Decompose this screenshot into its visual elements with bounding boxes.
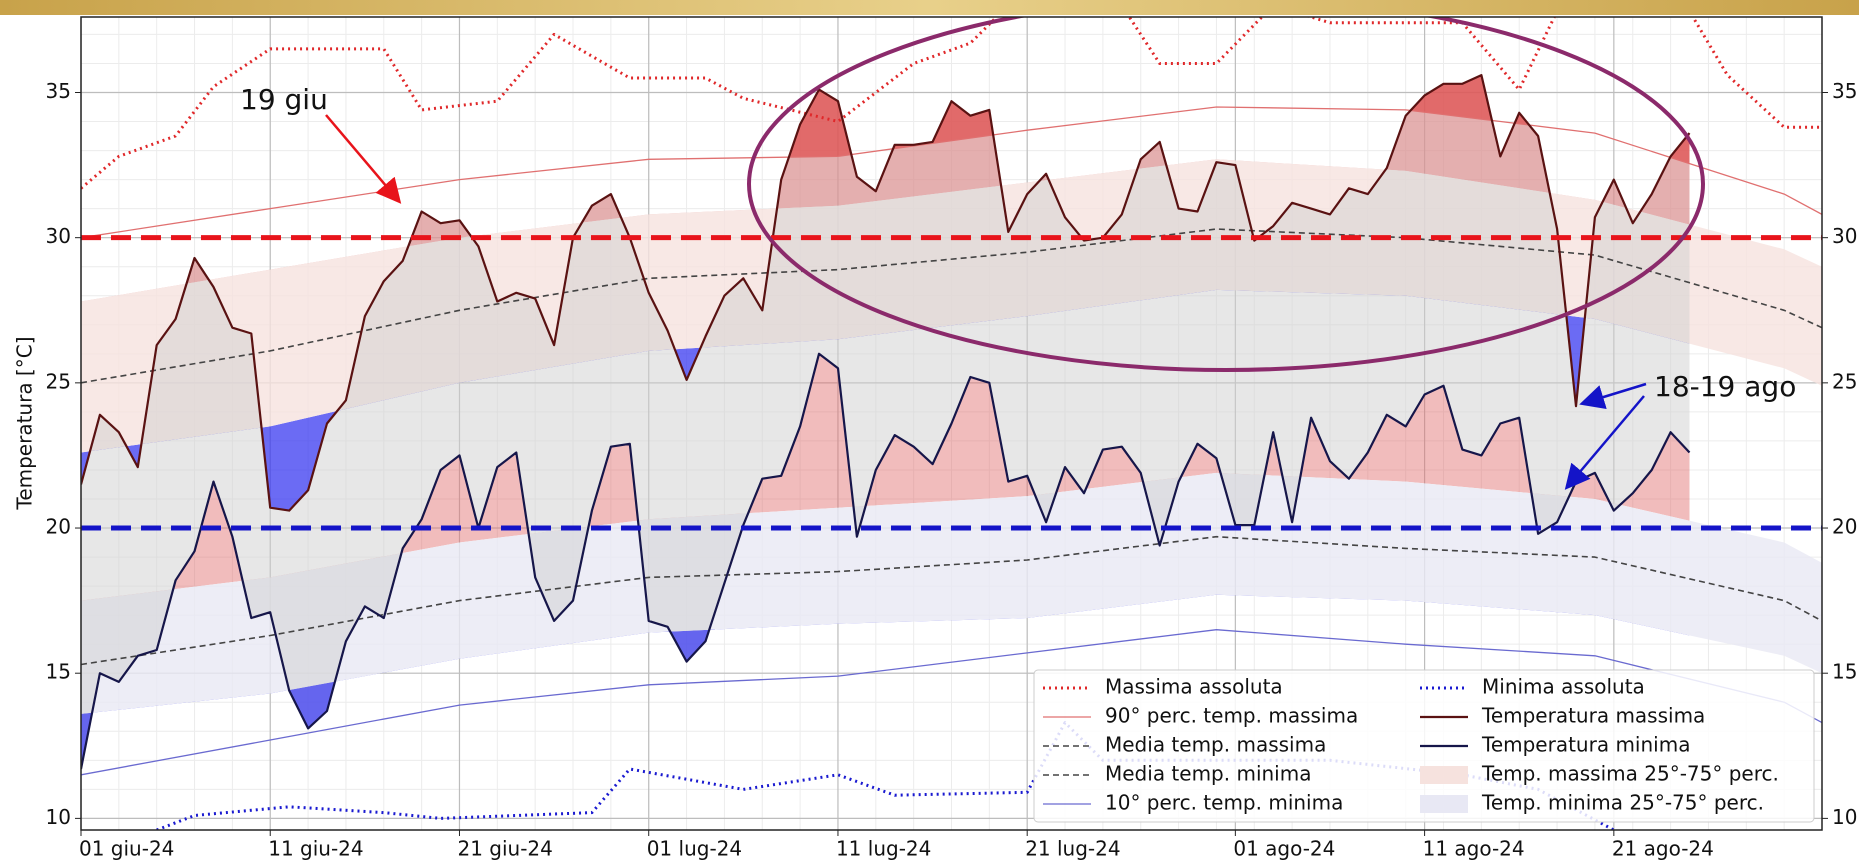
x-tick-label: 01 ago-24 [1233, 837, 1335, 861]
annotation-arrow [1564, 395, 1645, 490]
x-tick-label: 21 lug-24 [1025, 837, 1120, 861]
annotation-arrow [325, 114, 402, 204]
anomaly-fill [81, 75, 1690, 302]
y-tick-label: 25 [46, 369, 71, 393]
series-line [81, 352, 1691, 770]
y-tick-label-right: 35 [1832, 79, 1857, 103]
y-tick-label: 15 [46, 660, 71, 684]
annotation-arrow [1579, 382, 1647, 410]
legend-label: Media temp. massima [1105, 733, 1326, 757]
fill-group [81, 75, 1690, 302]
x-tick-label: 21 ago-24 [1612, 837, 1714, 861]
x-tick-label: 01 giu-24 [79, 837, 174, 861]
legend-label: Temp. minima 25°-75° perc. [1481, 791, 1764, 815]
x-tick-label: 11 lug-24 [836, 837, 931, 861]
y-tick-label: 30 [46, 224, 71, 248]
legend-label: Temperatura massima [1481, 704, 1705, 728]
percentile-band [81, 472, 1822, 714]
y-tick-label-right: 10 [1832, 805, 1857, 829]
y-tick-label-right: 25 [1832, 369, 1857, 393]
annotation: 18-19 ago [1654, 370, 1796, 403]
legend-swatch [1420, 795, 1468, 813]
legend-label: Media temp. minima [1105, 762, 1311, 786]
x-tick-label: 11 ago-24 [1423, 837, 1525, 861]
x-tick-label: 01 lug-24 [647, 837, 742, 861]
y-tick-label: 20 [46, 515, 71, 539]
x-tick-label: 11 giu-24 [268, 837, 363, 861]
series-line [156, 721, 1615, 830]
y-tick-label-right: 15 [1832, 660, 1857, 684]
series-line [81, 74, 1691, 512]
y-tick-label: 10 [46, 805, 71, 829]
x-tick-label: 21 giu-24 [457, 837, 552, 861]
legend-label: Massima assoluta [1105, 675, 1283, 699]
legend-label: Temperatura minima [1481, 733, 1690, 757]
highlight-ellipse [747, 17, 1705, 372]
legend-label: 90° perc. temp. massima [1105, 704, 1358, 728]
legend-label: Minima assoluta [1482, 675, 1645, 699]
y-tick-label: 35 [46, 79, 71, 103]
legend-swatch [1420, 766, 1468, 784]
y-tick-label-right: 30 [1832, 224, 1857, 248]
legend-label: Temp. massima 25°-75° perc. [1481, 762, 1779, 786]
fill-group [81, 75, 1690, 302]
plot-frame [80, 16, 1823, 831]
header-strip [0, 0, 1859, 15]
range-fill [81, 75, 1690, 770]
y-axis-label: Temperatura [°C] [13, 336, 37, 510]
series-line [81, 228, 1822, 384]
y-tick-label-right: 20 [1832, 515, 1857, 539]
legend-label: 10° perc. temp. minima [1105, 791, 1343, 815]
annotation: 19 giu [240, 83, 328, 116]
series-line [81, 535, 1822, 666]
